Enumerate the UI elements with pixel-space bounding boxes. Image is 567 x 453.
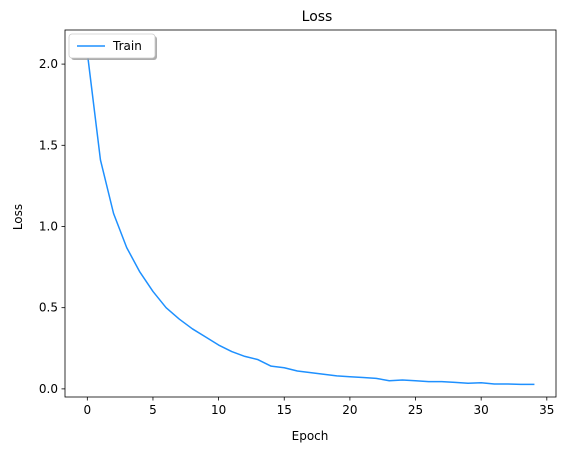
series-line-train [86, 51, 535, 386]
y-tick-label: 2.0 [39, 57, 58, 71]
y-tick-label: 0.0 [39, 382, 58, 396]
x-tick-label: 15 [277, 403, 292, 417]
legend-label-train: Train [112, 39, 142, 53]
x-tick-label: 10 [211, 403, 226, 417]
chart-title: Loss [302, 9, 333, 25]
x-axis-label: Epoch [292, 429, 329, 443]
x-tick-label: 5 [149, 403, 157, 417]
y-tick-label: 1.0 [39, 219, 58, 233]
legend-box [68, 33, 156, 59]
x-tick-label: 30 [474, 403, 489, 417]
x-tick-label: 35 [539, 403, 554, 417]
x-tick-label: 20 [342, 403, 357, 417]
legend: Train [68, 33, 157, 60]
plot-area: 0 5 10 15 20 25 30 35 0.0 0.5 1.0 1.5 2.0 [39, 29, 557, 417]
y-tick-label: 1.5 [39, 138, 58, 152]
x-tick-label: 0 [83, 403, 91, 417]
axes-frame [64, 29, 557, 398]
y-axis-label: Loss [11, 204, 25, 230]
y-tick-label: 0.5 [39, 301, 58, 315]
x-tick-label: 25 [408, 403, 423, 417]
